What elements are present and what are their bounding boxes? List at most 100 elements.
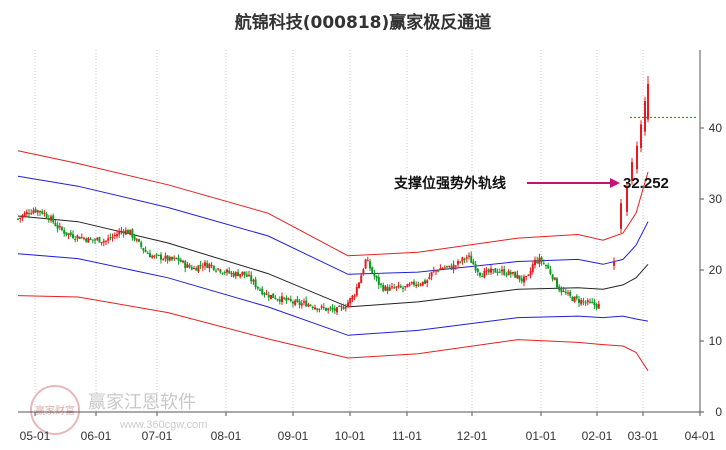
- candle-body: [525, 275, 528, 277]
- candle-body: [109, 237, 112, 239]
- candle-body: [298, 301, 301, 305]
- candle-body: [347, 302, 349, 308]
- candle-body: [437, 270, 440, 272]
- candle-body: [441, 268, 444, 270]
- candle-body: [439, 268, 442, 270]
- candle-body: [391, 286, 393, 288]
- candle-body: [36, 210, 39, 213]
- candle-body: [626, 187, 628, 212]
- candle-body: [98, 237, 101, 243]
- candle-body: [527, 274, 530, 276]
- candle-body: [490, 268, 492, 273]
- candle-body: [175, 257, 178, 259]
- x-tick-label: 10-01: [335, 429, 366, 443]
- candle-body: [294, 300, 297, 305]
- candle-body: [270, 294, 272, 299]
- candle-body: [487, 269, 490, 273]
- candle-body: [124, 230, 127, 235]
- candle-body: [362, 269, 365, 275]
- candle-body: [78, 236, 81, 240]
- candle-body: [415, 284, 418, 287]
- candle-body: [446, 266, 448, 268]
- candle-body: [593, 302, 596, 306]
- candle-body: [371, 267, 374, 273]
- x-tick-label: 01-01: [526, 429, 557, 443]
- candle-body: [375, 275, 378, 279]
- candle-body: [556, 278, 558, 288]
- candle-body: [520, 278, 523, 282]
- candle-body: [531, 264, 534, 272]
- candle-body: [631, 162, 633, 181]
- y-tick-label: 0: [715, 405, 722, 419]
- candle-body: [212, 265, 215, 270]
- candle-body: [395, 286, 398, 288]
- candle-body: [151, 255, 154, 258]
- candle-body: [63, 230, 66, 234]
- candle-body: [120, 230, 123, 232]
- candle-body: [534, 259, 536, 266]
- watermark-seal-text: 赢家财富: [35, 404, 75, 417]
- candle-body: [278, 299, 281, 302]
- candle-body: [424, 280, 426, 284]
- candle-body: [426, 280, 429, 284]
- candle-body: [94, 239, 96, 241]
- candle-body: [404, 286, 407, 288]
- candle-body: [285, 297, 288, 301]
- candle-body: [567, 292, 569, 294]
- candle-body: [492, 269, 495, 271]
- candle-body: [263, 293, 266, 295]
- candle-body: [153, 255, 156, 257]
- candle-body: [243, 271, 246, 276]
- candle-body: [388, 287, 391, 291]
- candle-body: [393, 287, 396, 289]
- candle-body: [364, 259, 367, 269]
- candle-body: [72, 234, 74, 238]
- band-mid: [17, 215, 649, 308]
- candle-body: [369, 261, 371, 269]
- candle-body: [217, 268, 220, 270]
- candle-body: [107, 238, 110, 241]
- candle-body: [122, 231, 125, 234]
- candle-body: [397, 285, 400, 287]
- candle-body: [160, 254, 162, 260]
- candle-body: [507, 270, 510, 276]
- candle-body: [501, 269, 503, 272]
- candle-body: [430, 272, 433, 277]
- candle-body: [305, 300, 308, 307]
- candle-body: [505, 274, 508, 276]
- candle-body: [413, 281, 415, 285]
- candle-body: [435, 270, 437, 272]
- candle-body: [333, 308, 336, 311]
- chart-title: 航锦科技(000818)赢家极反通道: [234, 13, 492, 33]
- candle-body: [276, 299, 279, 301]
- candle-body: [144, 250, 147, 253]
- candle-body: [283, 297, 286, 299]
- candle-body: [219, 269, 222, 273]
- candle-body: [481, 276, 484, 278]
- candle-body: [67, 233, 70, 235]
- x-tick-label: 03-01: [628, 429, 659, 443]
- candle-body: [640, 124, 642, 148]
- candle-body: [254, 279, 257, 288]
- candle-body: [597, 303, 600, 309]
- channel-bands: [17, 150, 649, 372]
- candle-body: [518, 275, 521, 280]
- candle-body: [358, 282, 360, 288]
- candle-body: [353, 295, 356, 297]
- candle-body: [142, 248, 145, 251]
- candle-body: [111, 236, 114, 238]
- grid: [34, 50, 701, 412]
- candle-body: [419, 284, 422, 286]
- candle-body: [476, 268, 479, 272]
- candle-body: [287, 298, 290, 300]
- candle-body: [56, 225, 59, 229]
- candle-body: [28, 213, 30, 215]
- candle-body: [432, 270, 435, 272]
- candle-body: [523, 276, 525, 283]
- candle-body: [373, 273, 376, 277]
- candle-body: [45, 213, 48, 218]
- candle-body: [461, 257, 464, 262]
- candle-body: [83, 238, 85, 240]
- y-tick-label: 20: [709, 263, 723, 277]
